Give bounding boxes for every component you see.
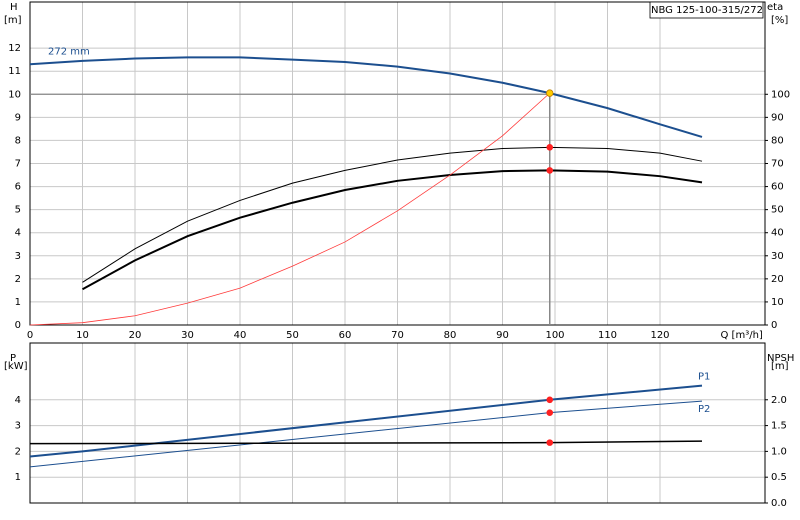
operating-point [546,144,554,151]
y-tick-label: 10 [8,89,21,100]
y2-tick-label: 0.5 [771,472,787,483]
series-line [29,400,703,468]
series-label: P2 [698,404,710,415]
y2-tick-label: 0.0 [771,498,787,509]
y2-tick-label: 40 [771,228,784,239]
operating-point [546,409,554,416]
x-tick-label: 60 [339,330,352,341]
y-tick-label: 4 [15,395,21,406]
operating-point [546,396,554,404]
plot-frame [29,1,766,326]
x-tick-label: 70 [391,330,404,341]
y-tick-label: 0 [15,320,21,331]
y2-tick-label: 10 [771,297,784,308]
operating-point [546,89,554,97]
y-tick-label: 8 [15,135,21,146]
y2-tick-label: 1.5 [771,421,787,432]
x-tick-label: 110 [598,330,617,341]
y-axis-unit: [kW] [4,361,28,372]
y2-tick-label: 100 [771,89,790,100]
y-tick-label: 6 [15,182,21,193]
y2-tick-label: 90 [771,112,784,123]
y-tick-label: 9 [15,112,21,123]
y-tick-label: 3 [15,421,21,432]
operating-point [546,167,554,174]
y-tick-label: 3 [15,251,21,262]
y2-tick-label: 2.0 [771,395,787,406]
series-line [29,440,703,445]
y2-axis-unit: [%] [771,15,788,26]
y2-tick-label: 20 [771,274,784,285]
title-box [649,1,764,19]
series-label: 272 mm [48,46,90,57]
y-axis-label: H [10,2,18,13]
y-axis-label: P [10,353,16,364]
y-tick-label: 1 [15,472,21,483]
x-tick-label: 80 [444,330,457,341]
series-line [82,146,703,283]
y2-tick-label: 30 [771,251,784,262]
series-line [82,169,703,291]
y2-axis-unit: [m] [771,361,789,372]
y-axis-unit: [m] [4,15,22,26]
x-axis-label: Q [m³/h] [721,330,763,341]
y2-axis-label: NPSH [767,353,794,364]
series-line [29,384,703,458]
x-tick-label: 10 [76,330,89,341]
y2-tick-label: 70 [771,159,784,170]
y-tick-label: 1 [15,297,21,308]
plot-frame [29,342,766,504]
y2-tick-label: 80 [771,135,784,146]
y2-tick-label: 50 [771,205,784,216]
x-tick-label: 50 [286,330,299,341]
y2-tick-label: 0 [771,320,777,331]
x-tick-label: 40 [234,330,247,341]
y-tick-label: 7 [15,159,21,170]
y-tick-label: 2 [15,446,21,457]
series-label: P1 [698,372,710,383]
x-tick-label: 100 [545,330,564,341]
x-tick-label: 90 [496,330,509,341]
operating-point [546,439,554,446]
x-tick-label: 30 [181,330,194,341]
y2-tick-label: 60 [771,182,784,193]
chart-title: NBG 125-100-315/272 [651,5,763,16]
y-tick-label: 12 [8,43,21,54]
y-tick-label: 11 [8,66,21,77]
y2-tick-label: 1.0 [771,446,787,457]
x-tick-label: 20 [129,330,142,341]
y-tick-label: 4 [15,228,21,239]
series-line [29,56,703,138]
y-tick-label: 5 [15,205,21,216]
x-tick-label: 120 [650,330,669,341]
y2-axis-label: eta [767,2,783,13]
series-line [29,92,551,326]
y-tick-label: 2 [15,274,21,285]
x-tick-label: 0 [27,330,33,341]
